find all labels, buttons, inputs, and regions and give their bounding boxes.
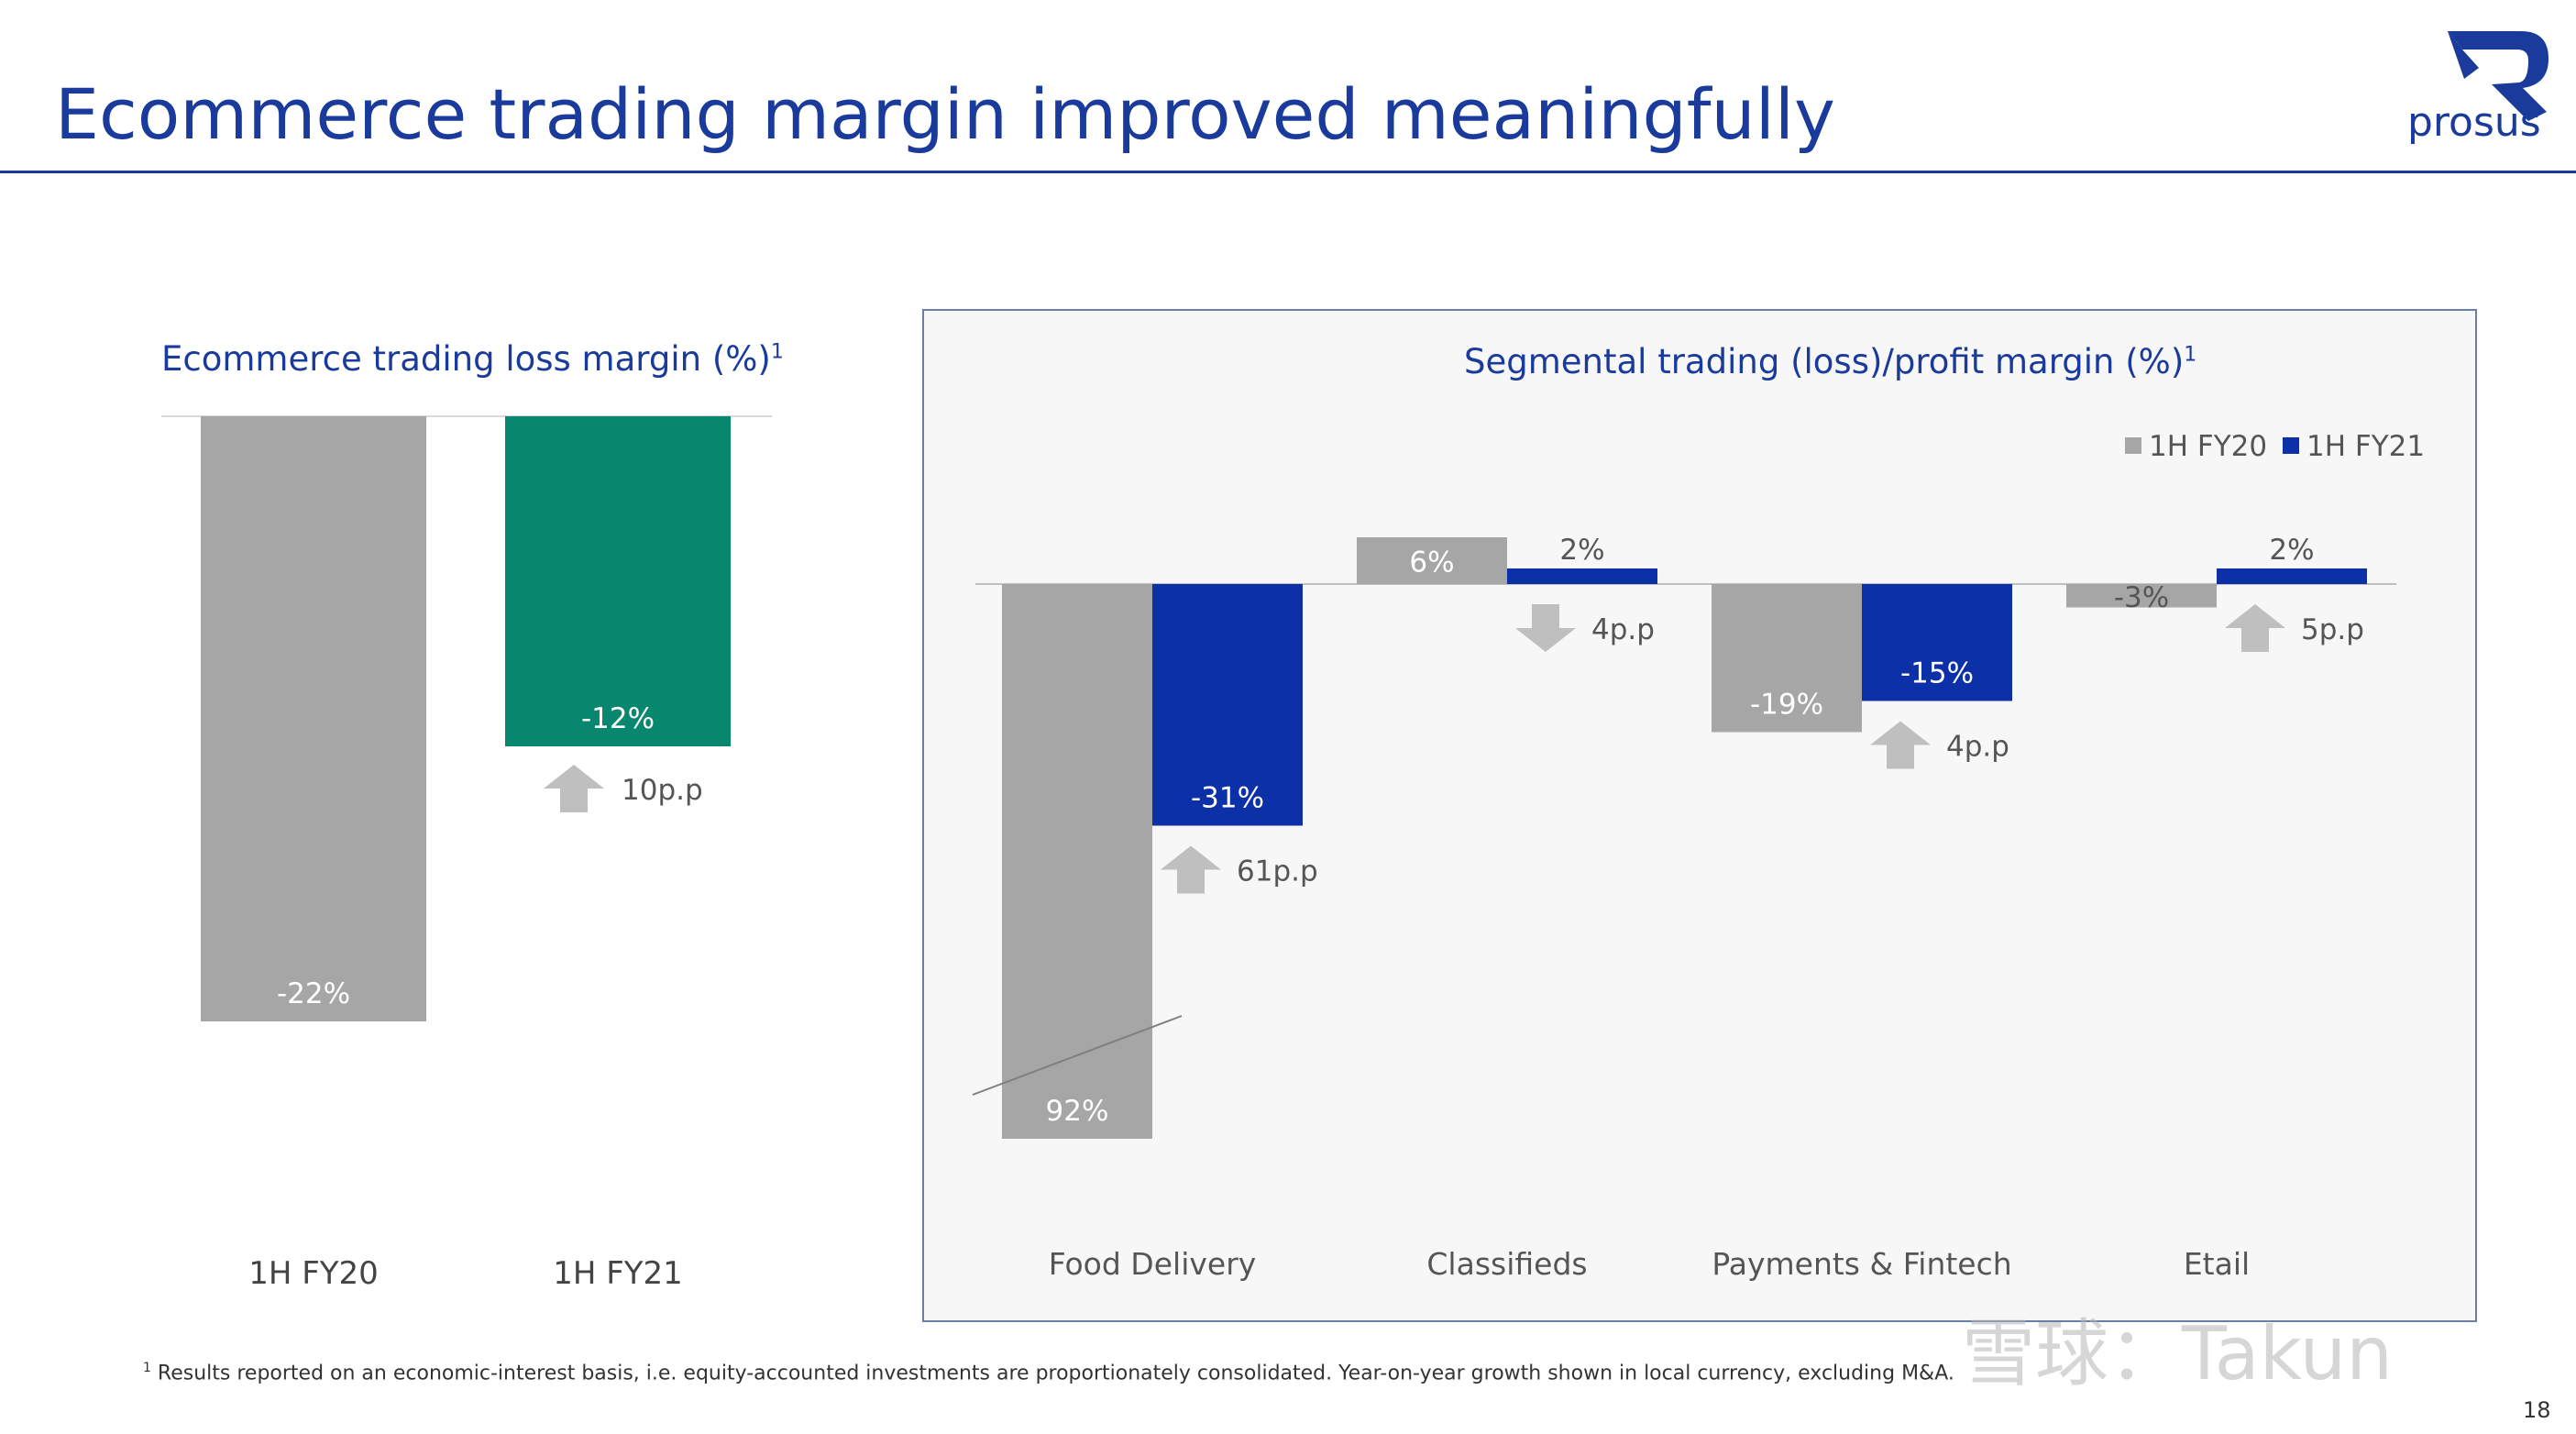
left-bar-1h-fy21 bbox=[505, 416, 731, 746]
right-data-label-food-delivery-1h-fy21: -31% bbox=[1191, 782, 1264, 815]
header-rule bbox=[0, 171, 2576, 173]
right-bar-classifieds-1h-fy20 bbox=[1357, 537, 1507, 584]
right-data-label-classifieds-1h-fy20: 6% bbox=[1409, 546, 1454, 579]
right-change-label-food-delivery: 61p.p bbox=[1237, 855, 1318, 888]
right-change-label-payments-fintech: 4p.p bbox=[1946, 731, 2009, 764]
footnote: 1 Results reported on an economic-intere… bbox=[143, 1361, 1954, 1384]
right-chart-title: Segmental trading (loss)/profit margin (… bbox=[1464, 342, 2196, 381]
right-change-label-classifieds: 4p.p bbox=[1591, 613, 1655, 646]
right-bar-etail-1h-fy21 bbox=[2217, 568, 2367, 584]
right-data-label-payments-fintech-1h-fy21: -15% bbox=[1900, 657, 1974, 690]
right-bar-classifieds-1h-fy21 bbox=[1507, 568, 1657, 584]
right-tick-label-food-delivery: Food Delivery bbox=[1049, 1246, 1257, 1282]
left-data-label-1h-fy20: -22% bbox=[277, 977, 350, 1010]
watermark: 雪球：Takun bbox=[1962, 1311, 2393, 1396]
right-change-label-etail: 5p.p bbox=[2301, 613, 2364, 646]
right-chart-title-sup: 1 bbox=[2184, 343, 2197, 367]
left-change-arrow-1h-fy21 bbox=[544, 765, 604, 812]
right-bar-payments-fintech-1h-fy20 bbox=[1712, 584, 1862, 733]
page-title: Ecommerce trading margin improved meanin… bbox=[55, 73, 1835, 155]
left-chart-title: Ecommerce trading loss margin (%)1 bbox=[161, 339, 784, 379]
right-data-label-payments-fintech-1h-fy20: -19% bbox=[1750, 689, 1823, 722]
right-change-arrow-payments-fintech bbox=[1870, 721, 1931, 769]
right-bar-payments-fintech-1h-fy21 bbox=[1862, 584, 2012, 701]
legend-label-1h-fy21: 1H FY21 bbox=[2306, 430, 2425, 463]
legend-label-1h-fy20: 1H FY20 bbox=[2149, 430, 2267, 463]
right-data-label-etail-1h-fy21: 2% bbox=[2269, 534, 2314, 567]
left-tick-label-1h-fy21: 1H FY21 bbox=[553, 1255, 683, 1292]
prosus-logo-icon bbox=[2448, 31, 2548, 121]
right-change-arrow-food-delivery bbox=[1161, 845, 1221, 894]
right-tick-label-classifieds: Classifieds bbox=[1426, 1246, 1587, 1282]
right-data-label-etail-1h-fy20: -3% bbox=[2114, 581, 2169, 614]
right-bar-food-delivery-1h-fy20 bbox=[1002, 584, 1152, 1139]
right-chart-title-text: Segmental trading (loss)/profit margin (… bbox=[1464, 342, 2185, 381]
legend-swatch-1h-fy20 bbox=[2125, 437, 2141, 454]
right-data-label-classifieds-1h-fy21: 2% bbox=[1559, 534, 1604, 567]
left-tick-label-1h-fy20: 1H FY20 bbox=[248, 1255, 379, 1292]
page-number: 18 bbox=[2523, 1397, 2551, 1423]
left-chart-title-sup: 1 bbox=[770, 340, 784, 364]
legend-swatch-1h-fy21 bbox=[2283, 437, 2299, 454]
right-bar-food-delivery-1h-fy21 bbox=[1152, 584, 1303, 826]
left-change-label-1h-fy21: 10p.p bbox=[622, 774, 703, 807]
footnote-text: Results reported on an economic-interest… bbox=[157, 1362, 1954, 1385]
right-change-arrow-classifieds bbox=[1515, 604, 1576, 652]
right-data-label-food-delivery-1h-fy20: 92% bbox=[1046, 1095, 1109, 1128]
logo-text: prosus bbox=[2407, 99, 2541, 146]
right-change-arrow-etail bbox=[2225, 604, 2285, 652]
left-bar-1h-fy20 bbox=[201, 416, 426, 1021]
right-tick-label-etail: Etail bbox=[2184, 1246, 2250, 1282]
axis-break-line bbox=[972, 1015, 1183, 1096]
right-tick-label-payments-fintech: Payments & Fintech bbox=[1712, 1246, 2011, 1282]
left-chart-title-text: Ecommerce trading loss margin (%) bbox=[161, 339, 771, 379]
footnote-sup: 1 bbox=[143, 1361, 151, 1375]
right-bar-etail-1h-fy20 bbox=[2066, 584, 2217, 608]
left-data-label-1h-fy21: -12% bbox=[581, 702, 655, 735]
